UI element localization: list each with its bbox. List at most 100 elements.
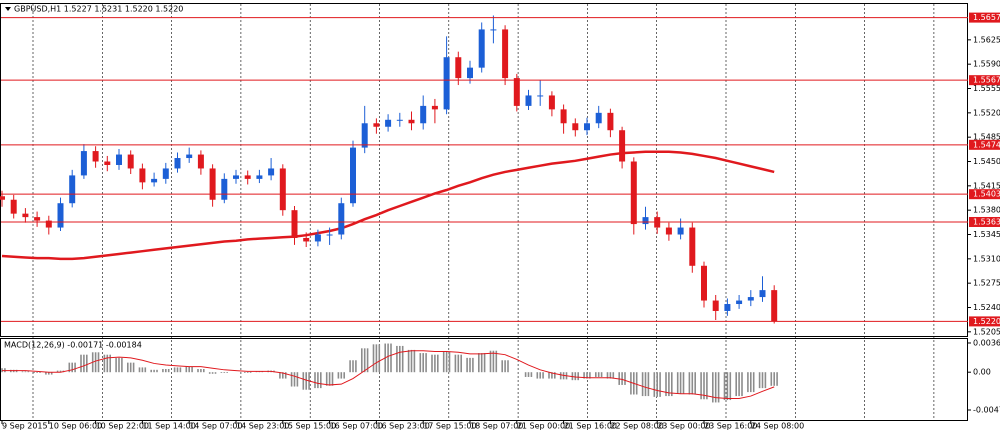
x-tick-label: 15 Sep 15:00 — [283, 422, 336, 431]
candle-body — [326, 234, 333, 236]
x-tick-label: 16 Sep 23:00 — [376, 422, 429, 431]
candle-body — [174, 158, 181, 169]
candle-body — [771, 290, 778, 322]
candle-body — [490, 29, 497, 31]
candle-body — [80, 151, 87, 176]
level-tag — [969, 189, 1000, 200]
x-tick-label: 14 Sep 07:00 — [189, 422, 242, 431]
x-tick-label: 18 Sep 07:00 — [470, 422, 523, 431]
x-tick-label: 16 Sep 07:00 — [330, 422, 383, 431]
candle-body — [396, 119, 403, 121]
candle-body — [34, 217, 41, 221]
candle-body — [69, 175, 76, 204]
candle-body — [57, 203, 64, 228]
candle-body — [513, 78, 520, 106]
y-tick-label: 1.5625 — [973, 35, 1000, 44]
candle-body — [162, 168, 169, 179]
chart-title: GBPUSD,H1 1.5227 1.5231 1.5220 1.5220 — [14, 5, 183, 14]
candle-body — [151, 178, 158, 183]
candle-body — [595, 112, 602, 124]
candle-body — [619, 130, 626, 162]
candle-body — [677, 227, 684, 235]
y-tick-label: 1.5485 — [973, 133, 1000, 142]
y-tick-label: 0.00367 — [973, 338, 1000, 347]
candle-body — [572, 123, 579, 131]
x-tick-label: 17 Sep 15:00 — [423, 422, 476, 431]
level-tag — [969, 316, 1000, 327]
candle-body — [467, 67, 473, 79]
macd-title: MACD(12,26,9) -0.00171 -0.00184 — [4, 341, 142, 350]
candle-body — [724, 304, 731, 311]
candle-body — [338, 203, 345, 235]
y-tick-label: 1.5380 — [973, 206, 1000, 215]
level-tag — [969, 75, 1000, 86]
level-label: 1.5220 — [973, 317, 1000, 326]
x-tick-label: 21 Sep 00:00 — [517, 422, 570, 431]
candle-body — [221, 178, 228, 200]
y-tick-label: 1.5520 — [973, 108, 1000, 117]
candle-body — [736, 300, 743, 305]
y-tick-label: 0.00 — [973, 368, 991, 377]
candle-body — [502, 29, 509, 79]
y-tick-label: 1.5345 — [973, 230, 1000, 239]
y-tick-label: 1.5415 — [973, 181, 1000, 190]
y-tick-label: 1.5555 — [973, 84, 1000, 93]
candle-body — [92, 151, 99, 162]
candle-body — [256, 175, 263, 179]
level-label: 1.5567 — [973, 76, 1000, 85]
candle-body — [22, 213, 29, 218]
candle-body — [443, 57, 450, 110]
candle-body — [584, 123, 590, 131]
candle-body — [455, 57, 462, 79]
y-tick-label: 1.5240 — [973, 303, 1000, 312]
moving-average — [1, 150, 775, 261]
x-tick-label: 22 Sep 08:00 — [610, 422, 663, 431]
candle-body — [642, 217, 649, 225]
y-tick-label: 1.5205 — [973, 327, 1000, 336]
candle-body — [373, 123, 380, 127]
candle-body — [127, 154, 134, 169]
candle-body — [139, 168, 146, 183]
candle-body — [45, 220, 52, 228]
candle-body — [689, 227, 696, 266]
x-tick-label: 21 Sep 16:00 — [564, 422, 617, 431]
level-label: 1.5474 — [973, 140, 1000, 149]
x-tick-label: 11 Sep 14:00 — [142, 422, 195, 431]
candle-body — [10, 199, 17, 214]
candle-body — [408, 119, 415, 124]
candle-body — [233, 175, 239, 179]
y-tick-label: 1.5450 — [973, 157, 1000, 166]
candle-body — [291, 210, 298, 238]
candle-body — [385, 119, 392, 127]
candle-body — [279, 168, 286, 211]
candle-body — [104, 161, 111, 165]
level-label: 1.5403 — [973, 190, 1000, 199]
candle-body — [548, 95, 555, 110]
candle-body — [759, 290, 766, 298]
candle-body — [0, 196, 5, 200]
candle-body — [478, 29, 485, 68]
candle-body — [186, 154, 193, 159]
candle-body — [630, 161, 637, 225]
candle-body — [420, 105, 427, 124]
macd-panel — [0, 338, 968, 421]
main-panel — [0, 3, 968, 337]
candle-body — [314, 234, 321, 242]
candle-body — [209, 168, 216, 200]
x-tick-label: 14 Sep 23:00 — [236, 422, 289, 431]
candle-body — [268, 168, 275, 176]
level-tag — [969, 216, 1000, 227]
candle-body — [712, 300, 719, 311]
candle-body — [665, 227, 672, 235]
signal-line — [2, 350, 775, 399]
y-tick-label: 1.5310 — [973, 254, 1000, 263]
level-tag — [969, 139, 1000, 150]
candle-body — [361, 123, 368, 148]
x-tick-label: 10 Sep 06:00 — [49, 422, 102, 431]
y-tick-label: 1.5275 — [973, 279, 1000, 288]
candle-body — [303, 237, 310, 242]
candle-body — [537, 95, 544, 97]
level-tag — [969, 12, 1000, 23]
